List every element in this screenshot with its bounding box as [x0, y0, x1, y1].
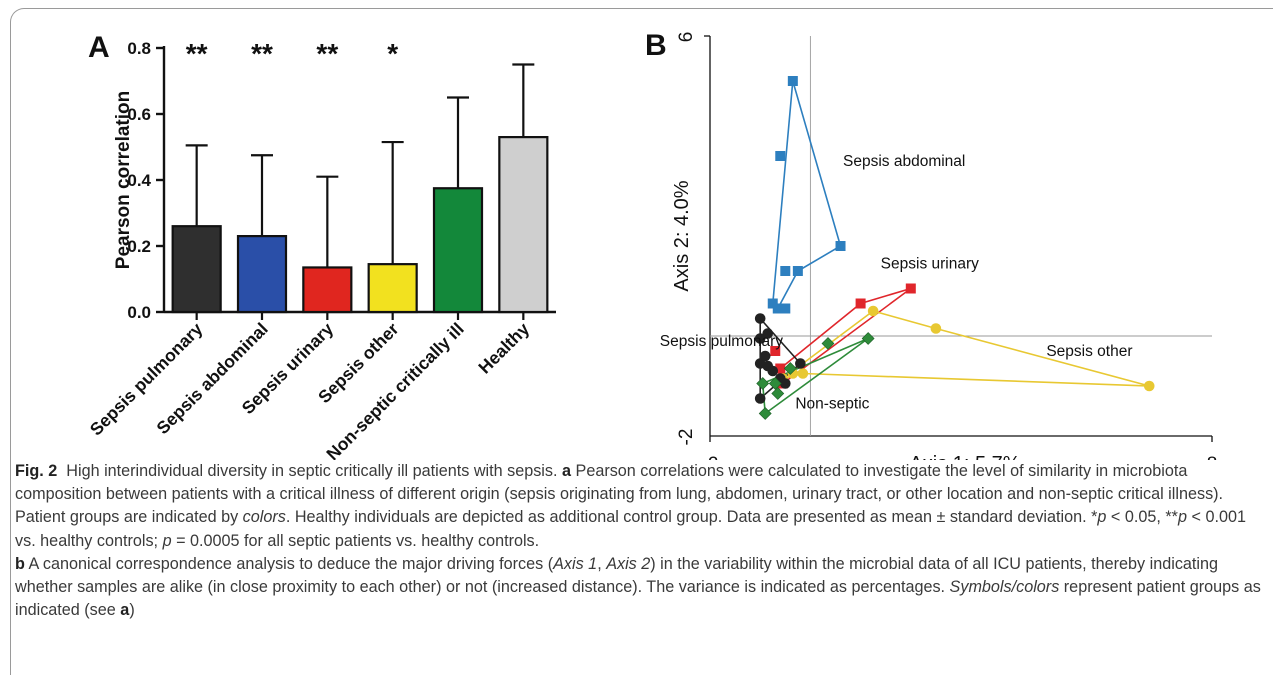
data-point [797, 368, 809, 379]
caption-p-text-1: < 0.05, ** [1106, 508, 1178, 527]
y-tick-label: 6 [676, 32, 697, 43]
caption-see-a: a [120, 601, 130, 620]
caption-part-b-text-2: ) in the variability within the microbia… [15, 554, 1219, 597]
data-point [905, 283, 916, 294]
caption-fig-label: Fig. 2 [15, 462, 58, 480]
data-point [861, 332, 875, 345]
data-point [754, 333, 766, 344]
y-tick-label: 0.0 [127, 303, 151, 322]
bar [367, 263, 418, 314]
panel-b-scatter-plot: B6 -2 -2 8 Axis 1: 5.7% Axis 2: 4.0% Sepsis ab… [645, 29, 1218, 460]
data-point [792, 266, 803, 276]
caption-colors-word: colors [242, 508, 286, 527]
data-point [780, 303, 791, 314]
data-point [783, 362, 797, 375]
caption-part-b-text-4: ) [129, 601, 135, 620]
caption-title: High interindividual diversity in septic… [66, 462, 558, 480]
data-point [780, 378, 791, 389]
data-point [795, 358, 806, 369]
group-annotation: Sepsis pulmonary [660, 333, 783, 350]
y-axis-title: Axis 2: 4.0% [671, 180, 693, 291]
data-point [762, 328, 774, 339]
caption-p-symbol: p [1097, 508, 1107, 527]
y-tick-label: 0.4 [127, 171, 151, 190]
caption-part-b-text: A canonical correspondence analysis to d… [28, 554, 554, 573]
group-annotation: Sepsis other [1046, 343, 1132, 360]
data-point [756, 377, 770, 390]
caption-p-symbol: p [162, 531, 172, 550]
caption-part-a-text-2: . Healthy individuals are depicted as ad… [285, 508, 1098, 527]
data-point [759, 350, 771, 362]
data-point [930, 323, 942, 334]
x-axis-title: Axis 1: 5.7% [909, 453, 1020, 460]
x-tick-label: 8 [1207, 454, 1218, 460]
caption-comma: , [597, 554, 607, 573]
caption-part-a-label: a [562, 462, 572, 480]
y-axis-title: Pearson correlation [113, 91, 134, 269]
data-point [780, 266, 791, 276]
data-point [758, 407, 772, 420]
bar [171, 225, 222, 314]
data-point [768, 377, 782, 390]
significance-marker: ** [251, 38, 273, 69]
figure-caption: Fig. 2 High interindividual diversity in… [15, 460, 1265, 622]
group-annotation: Sepsis urinary [881, 256, 979, 273]
y-tick-label: 0.2 [127, 237, 151, 256]
panel-a-label: A [88, 31, 110, 64]
significance-marker: ** [316, 38, 338, 69]
data-point [775, 151, 786, 161]
y-tick-label: -2 [676, 429, 697, 446]
data-point [821, 337, 835, 350]
data-point [771, 387, 785, 400]
bar [498, 136, 549, 314]
data-point [855, 298, 866, 309]
caption-p-text-3: = 0.0005 for all septic patients vs. hea… [171, 531, 540, 550]
caption-p-symbol: p [1178, 508, 1188, 527]
bar [432, 187, 484, 314]
caption-part-a-text: Pearson correlations were calculated to … [15, 462, 1224, 527]
data-point [787, 76, 798, 86]
data-point [1143, 380, 1155, 392]
data-point [754, 313, 766, 324]
bar [236, 235, 288, 314]
panel-b-label: B [645, 29, 667, 62]
x-tick-label: -2 [702, 454, 719, 460]
caption-axis2: Axis 2 [606, 554, 651, 573]
group-annotation: Sepsis abdominal [843, 153, 965, 170]
data-point [767, 365, 779, 377]
data-point [835, 241, 846, 251]
data-point [867, 305, 879, 317]
group-annotation: Non-septic [795, 396, 869, 413]
data-point [770, 346, 781, 356]
data-point [754, 393, 766, 404]
y-tick-label: 0.6 [127, 105, 151, 124]
data-point [772, 303, 783, 314]
caption-axis1: Axis 1 [553, 554, 598, 573]
significance-marker: ** [186, 38, 208, 69]
caption-symbols-colors: Symbols/colors [949, 578, 1060, 597]
caption-p-text-2: < 0.001 vs. healthy controls; [15, 508, 1246, 550]
caption-part-b-text-3: represent patient groups as indicated (s… [15, 578, 1261, 620]
data-point [767, 298, 778, 309]
data-point [775, 363, 786, 374]
caption-part-b-label: b [15, 554, 25, 573]
y-tick-label: 0.8 [127, 39, 151, 58]
significance-marker: * [387, 38, 398, 69]
figure-frame [10, 8, 1273, 675]
